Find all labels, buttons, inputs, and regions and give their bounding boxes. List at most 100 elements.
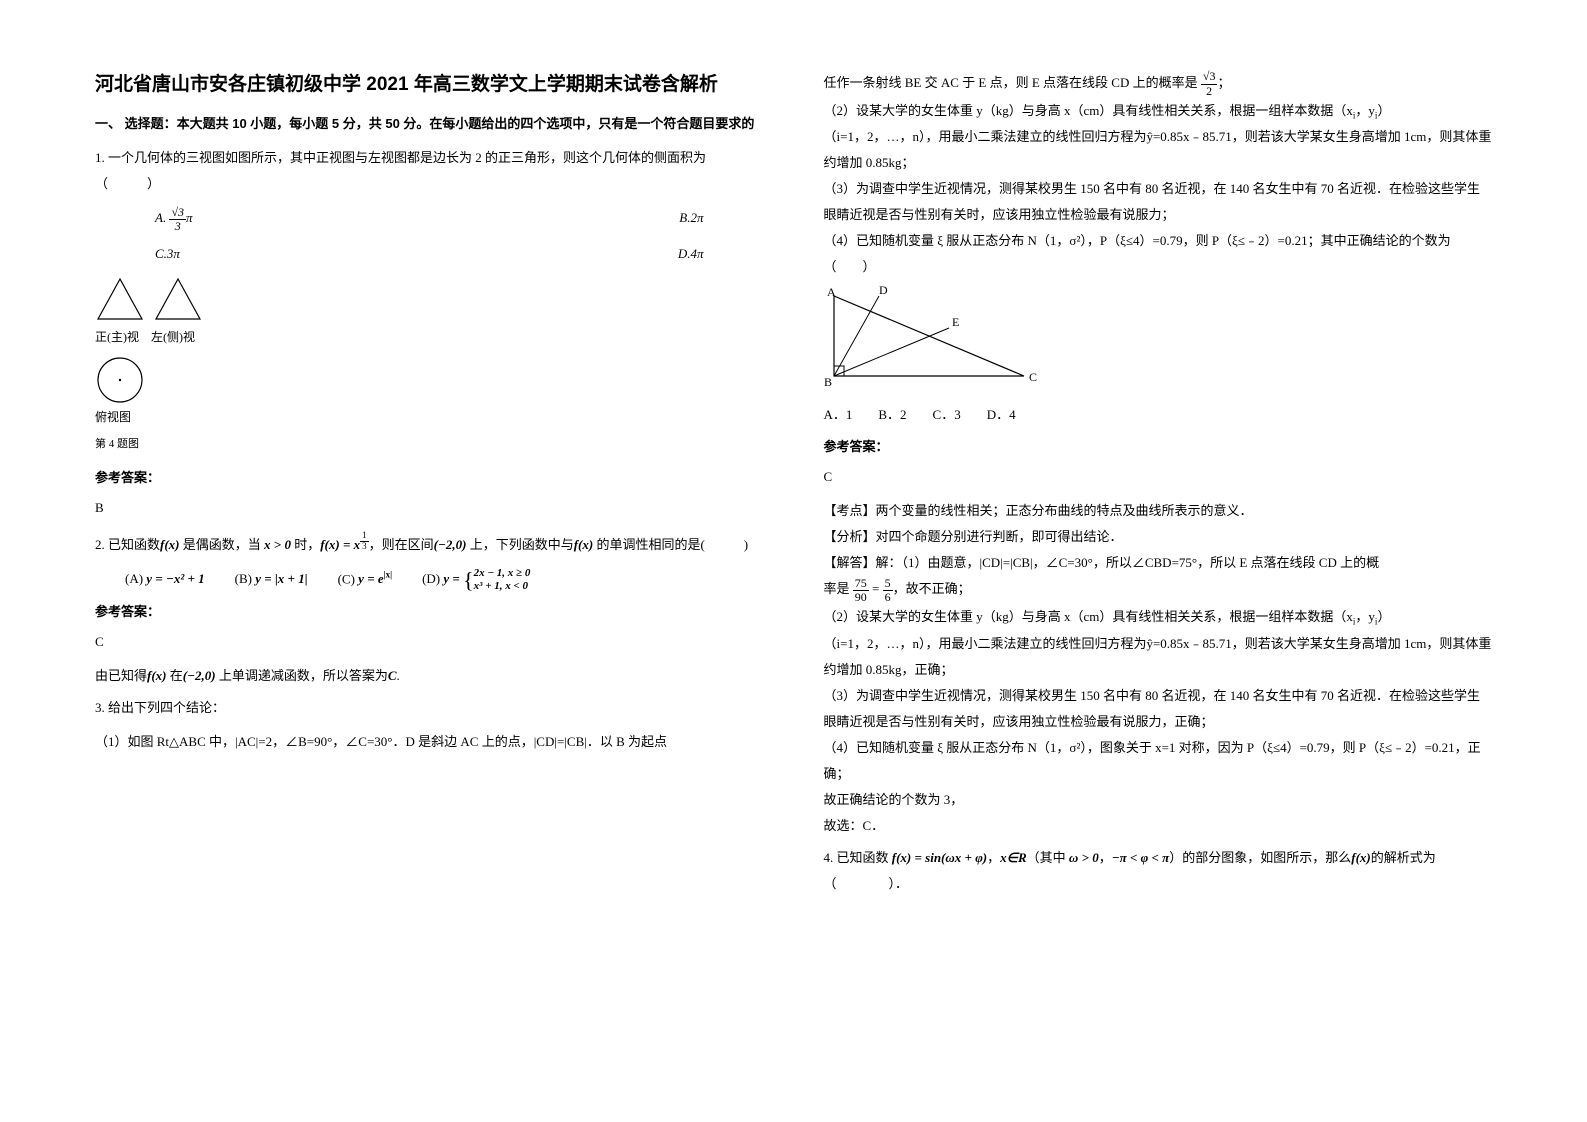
left-column: 河北省唐山市安各庄镇初级中学 2021 年高三数学文上学期期末试卷含解析 一、 … [95, 70, 794, 1082]
q3-item2a: （2）设某大学的女生体重 y（kg）与身高 x（cm）具有线性相关关系，根据一组… [824, 98, 1493, 125]
q3-jieda-a: 【解答】解：（1）由题意，|CD|=|CB|，∠C=30°，所以∠CBD=75°… [824, 550, 1493, 576]
q3-text: 3. 给出下列四个结论： [95, 695, 764, 721]
question-2: 2. 已知函数f(x) 是偶函数，当 x > 0 时，f(x) = x13，则在… [95, 531, 764, 558]
q1-options-row1: A. √3 3 π B.2π [95, 205, 764, 233]
q3-jieda-b-a: 率是 [824, 581, 853, 596]
q1-text: 1. 一个几何体的三视图如图所示，其中正视图与左视图都是边长为 2 的正三角形，… [95, 145, 764, 197]
q3-item2a-c: ） [1377, 103, 1390, 118]
q3-item1: （1）如图 Rt△ABC 中，|AC|=2，∠B=90°，∠C=30°．D 是斜… [95, 729, 764, 755]
diag-label-C: C [1029, 370, 1037, 384]
q1-figures: 正(主)视 左(侧)视 俯视图 第 4 题图 [95, 277, 764, 455]
fig-label-row1: 正(主)视 左(侧)视 [95, 325, 764, 349]
question-4: 4. 已知函数 f(x) = sin(ωx + φ)，x∈R（其中 ω > 0，… [824, 845, 1493, 897]
section-heading: 一、 选择题：本大题共 10 小题，每小题 5 分，共 50 分。在每小题给出的… [95, 114, 764, 135]
circle-top-icon [95, 355, 145, 405]
q3-diagram: A B C D E [824, 286, 1493, 396]
q2-optD-l: (D) [422, 571, 440, 586]
triangle-front-icon [95, 277, 145, 321]
q3-item1b-suf: ； [1217, 75, 1230, 90]
q2-optB-l: (B) [235, 571, 252, 586]
q3-item1b-num: √3 [1201, 70, 1218, 84]
q3-jieda4: （4）已知随机变量 ξ 服从正态分布 N（1，σ²），图象关于 x=1 对称，因… [824, 735, 1493, 787]
q2-answer-label: 参考答案： [95, 599, 764, 625]
q3-jieda5: 故正确结论的个数为 3， [824, 787, 1493, 813]
q3-jieda-b-b: ，故不正确； [893, 581, 971, 596]
q2-expl-ans: C [388, 668, 397, 683]
q2-explanation: 由已知得f(x) 在(−2,0) 上单调递减函数，所以答案为C. [95, 663, 764, 689]
q1-optB: B.2π [429, 205, 763, 233]
q3-options: A．1 B．2 C．3 D．4 [824, 402, 1493, 428]
q1-optA: A. √3 3 π [95, 205, 429, 233]
page-title: 河北省唐山市安各庄镇初级中学 2021 年高三数学文上学期期末试卷含解析 [95, 70, 764, 100]
q3-jieda3: （3）为调查中学生近视情况，测得某校男生 150 名中有 80 名近视，在 14… [824, 683, 1493, 735]
q3-item1b-frac: √32 [1201, 70, 1218, 97]
diag-label-D: D [879, 286, 888, 297]
q2-expl-b: 在 [167, 668, 183, 683]
q2-optD-bot: x³ + 1, x < 0 [474, 580, 531, 593]
q3-jieda-frac1: 7590 [853, 577, 869, 604]
q3-jieda2a-t: （2）设某大学的女生体重 y（kg）与身高 x（cm）具有线性相关关系，根据一组… [824, 609, 1353, 624]
q2-text-d: ，则在区间 [369, 537, 434, 552]
q2-expl-int: (−2,0) [183, 668, 216, 683]
q1-answer: B [95, 495, 764, 521]
right-column: 任作一条射线 BE 交 AC 于 E 点，则 E 点落在线段 CD 上的概率是 … [794, 70, 1493, 1082]
q3-item3: （3）为调查中学生近视情况，测得某校男生 150 名中有 80 名近视，在 14… [824, 176, 1493, 228]
q2-optD-top: 2x − 1, x ≥ 0 [474, 567, 531, 580]
diag-label-B: B [824, 375, 832, 389]
fig-side-label: 左(侧)视 [151, 325, 195, 349]
q4-text-c: （其中 [1027, 850, 1069, 865]
q2-optD-pre: y = [443, 571, 463, 586]
q3-kaodian: 【考点】两个变量的线性相关；正态分布曲线的特点及曲线所表示的意义． [824, 498, 1493, 524]
q2-optC-t: y = e [358, 571, 383, 586]
question-1: 1. 一个几何体的三视图如图所示，其中正视图与左视图都是边长为 2 的正三角形，… [95, 145, 764, 197]
q2-optD-cases: 2x − 1, x ≥ 0x³ + 1, x < 0 [474, 567, 531, 593]
q2-options: (A) y = −x² + 1 (B) y = |x + 1| (C) y = … [95, 566, 764, 593]
q1-options-row2: C.3π D.4π [95, 241, 764, 267]
q1-optA-prefix: A. [155, 210, 166, 225]
q2-optA-l: (A) [125, 571, 143, 586]
q4-cond2: −π < φ < π [1112, 850, 1170, 865]
triangle-row [95, 277, 764, 321]
q4-text-e: ）的部分图象，如图所示，那么 [1169, 850, 1351, 865]
q3-fenxi: 【分析】对四个命题分别进行判断，即可得出结论． [824, 524, 1493, 550]
q2-expl-c: 上单调递减函数，所以答案为 [216, 668, 388, 683]
q3-item2a-b: ，y [1355, 103, 1375, 118]
q3-jieda-frac2: 56 [883, 577, 893, 604]
question-3: 3. 给出下列四个结论： [95, 695, 764, 721]
q2-text-b: 是偶函数，当 [180, 537, 265, 552]
q3-jieda2b-t: （i=1，2，…，n），用最小二乘法建立的线性回归方程为 [824, 636, 1147, 651]
q3-jieda-den2: 6 [883, 591, 893, 604]
q3-jieda2a-c: ） [1377, 609, 1390, 624]
q3-item4: （4）已知随机变量 ξ 服从正态分布 N（1，σ²），P（ξ≤4）=0.79，则… [824, 228, 1493, 280]
q1-optA-num: √3 [169, 206, 186, 220]
q3-jieda-den: 90 [853, 591, 869, 604]
q3-jieda2b: （i=1，2，…，n），用最小二乘法建立的线性回归方程为ŷ=0.85x﹣85.7… [824, 631, 1493, 683]
q2-expr: f(x) = x [320, 537, 360, 552]
q3-jieda-b: 率是 7590 = 56，故不正确； [824, 576, 1493, 604]
q2-expl-a: 由已知得 [95, 668, 147, 683]
q2-text-a: 2. 已知函数 [95, 537, 160, 552]
q2-expl-fx: f(x) [147, 668, 167, 683]
q2-optA: (A) y = −x² + 1 [125, 566, 205, 592]
q2-cond: x > 0 [264, 537, 291, 552]
q1-optA-den: 3 [169, 220, 186, 233]
q4-text-b: ， [987, 850, 1000, 865]
q2-text-e: 上，下列函数中与 [466, 537, 573, 552]
q3-jieda-num: 75 [853, 577, 869, 591]
q2-exp-frac: 13 [360, 531, 369, 552]
q2-optB: (B) y = |x + 1| [235, 566, 308, 592]
q2-expl-d: . [397, 668, 400, 683]
q2-fx2: f(x) [574, 537, 594, 552]
fig-front-label: 正(主)视 [95, 325, 139, 349]
triangle-side-icon [153, 277, 203, 321]
q4-text-a: 4. 已知函数 [824, 850, 892, 865]
q4-domain: x∈R [1000, 850, 1027, 865]
q2-optC-l: (C) [338, 571, 355, 586]
q3-item2b: （i=1，2，…，n），用最小二乘法建立的线性回归方程为ŷ=0.85x﹣85.7… [824, 124, 1493, 176]
q1-optD: D.4π [429, 241, 763, 267]
q3-jieda6: 故选：C． [824, 813, 1493, 839]
q1-optC: C.3π [95, 241, 429, 267]
fig-caption: 第 4 题图 [95, 433, 764, 455]
q2-optD: (D) y = {2x − 1, x ≥ 0x³ + 1, x < 0 [422, 566, 530, 593]
q3-answer-label: 参考答案： [824, 434, 1493, 460]
